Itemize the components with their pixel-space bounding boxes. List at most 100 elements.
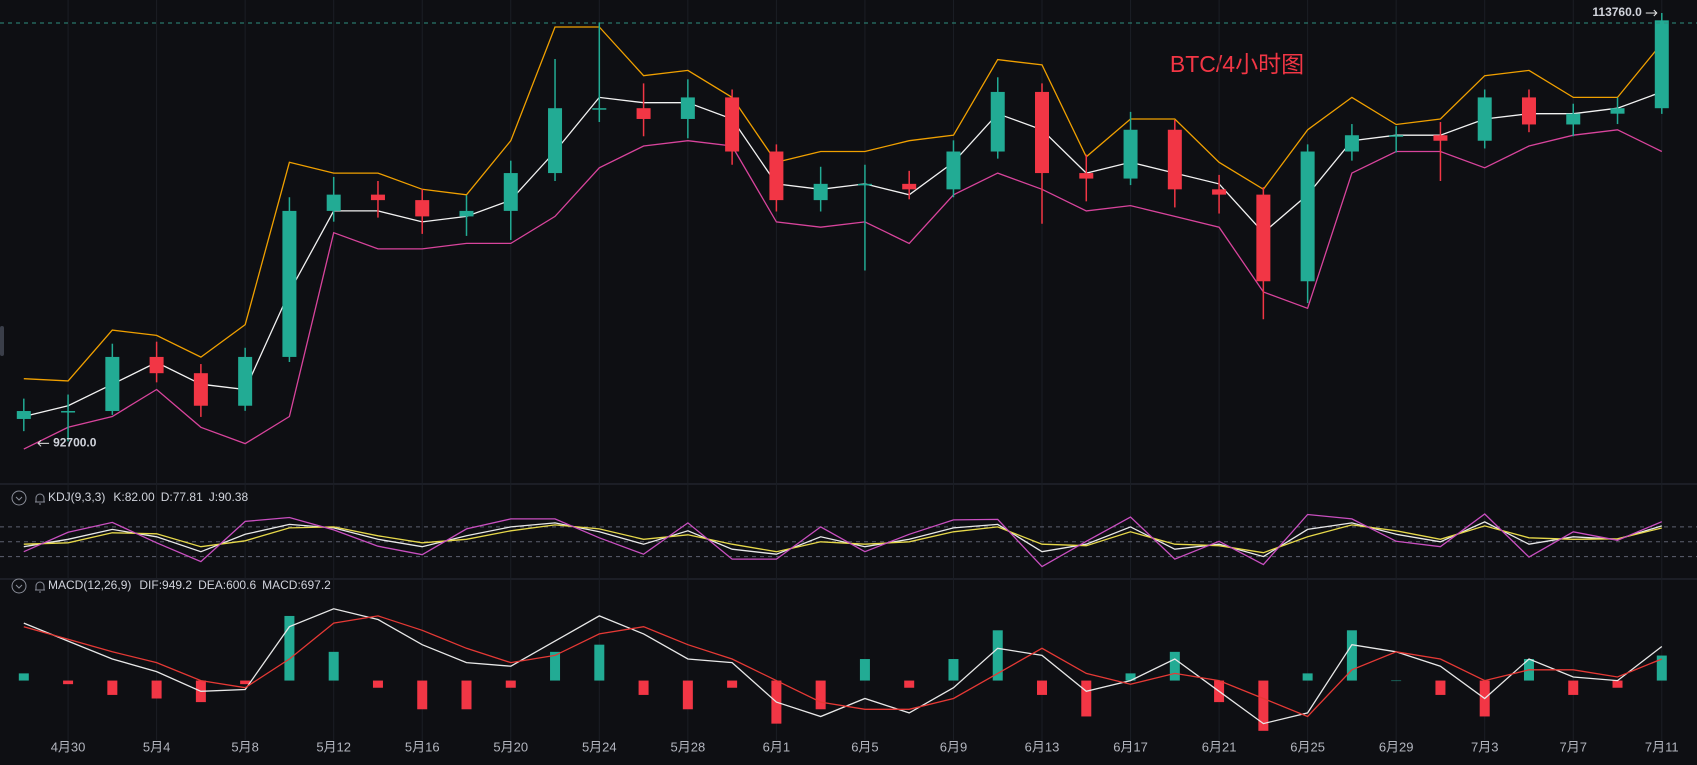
candle-body — [1079, 173, 1094, 179]
macd-bar — [904, 680, 915, 688]
macd-bar — [1391, 680, 1402, 682]
macd-bar — [1081, 680, 1092, 717]
macd-bar — [372, 680, 383, 688]
macd-bar — [859, 659, 870, 681]
candle-body — [1521, 97, 1536, 125]
macd-bar — [417, 680, 428, 710]
side-handle[interactable] — [0, 326, 4, 356]
indicator-line — [23, 26, 1663, 382]
macd-bar — [1037, 680, 1048, 695]
candle-body — [902, 183, 917, 190]
macd-bar — [240, 680, 251, 685]
macd-bar — [638, 680, 649, 695]
macd-bar — [461, 680, 472, 710]
candle-body — [16, 411, 31, 419]
candle-body — [193, 373, 208, 406]
legend-entry: DEA:600.6 — [198, 578, 256, 592]
macd-bar — [1568, 680, 1579, 695]
x-tick-label: 5月20 — [493, 739, 528, 754]
macd-bar — [1346, 630, 1357, 681]
x-tick-label: 6月9 — [940, 739, 967, 754]
candle-body — [282, 210, 297, 357]
macd-collapse-icon[interactable] — [11, 578, 27, 594]
macd-bar — [948, 659, 959, 681]
candle-body — [1256, 194, 1271, 282]
candle-body — [990, 91, 1005, 152]
candle-body — [1300, 151, 1315, 282]
macd-alert-icon[interactable] — [35, 581, 45, 593]
x-tick-label: 6月25 — [1290, 739, 1325, 754]
macd-bar — [992, 630, 1003, 681]
candle-body — [238, 356, 253, 406]
candle-body — [1035, 91, 1050, 174]
indicator-line — [23, 129, 1663, 450]
indicator-line — [23, 91, 1663, 418]
macd-bar — [505, 680, 516, 688]
x-tick-label: 6月17 — [1113, 739, 1148, 754]
kdj-collapse-icon[interactable] — [11, 490, 27, 506]
candle-body — [813, 183, 828, 201]
x-tick-label: 5月8 — [231, 739, 258, 754]
candle-body — [61, 411, 76, 413]
candle-body — [769, 151, 784, 201]
macd-bar — [328, 651, 339, 681]
macd-bar — [18, 673, 29, 681]
macd-bar — [1302, 673, 1313, 681]
legend-entry: MACD:697.2 — [262, 578, 331, 592]
candle-body — [592, 108, 607, 110]
macd-bar — [1435, 680, 1446, 695]
max-marker-arrowhead — [1653, 9, 1658, 17]
candle-body — [1123, 129, 1138, 179]
x-tick-label: 6月29 — [1379, 739, 1414, 754]
legend-entry: DIF:949.2 — [139, 578, 192, 592]
x-tick-label: 5月28 — [670, 739, 705, 754]
candle-body — [149, 356, 164, 374]
macd-bar — [151, 680, 162, 699]
indicator-line — [23, 608, 1663, 725]
macd-bar — [1169, 651, 1180, 681]
x-tick-label: 5月16 — [405, 739, 440, 754]
indicator-line — [23, 524, 1662, 554]
legend-entry: J:90.38 — [209, 490, 249, 504]
min-price-label: 92700.0 — [53, 435, 97, 449]
candle-body — [1167, 129, 1182, 190]
candle-body — [1477, 97, 1492, 141]
x-tick-label: 7月11 — [1645, 739, 1679, 754]
candle-body — [548, 108, 563, 174]
candle-body — [1389, 135, 1404, 137]
max-price-label: 113760.0 — [1592, 5, 1642, 19]
x-tick-label: 6月5 — [851, 739, 878, 754]
x-tick-label: 6月13 — [1025, 739, 1060, 754]
candle-body — [415, 200, 430, 217]
candle-body — [946, 151, 961, 190]
macd-bar — [815, 680, 826, 710]
candle-body — [725, 97, 740, 152]
x-tick-label: 7月7 — [1560, 739, 1587, 754]
kdj-alert-icon[interactable] — [35, 493, 45, 505]
candle-body — [857, 183, 872, 186]
macd-bar — [1656, 655, 1667, 681]
legend-entry: K:82.00 — [113, 490, 155, 504]
candle-body — [503, 173, 518, 211]
macd-bar — [107, 680, 118, 695]
x-tick-label: 5月4 — [143, 739, 170, 754]
macd-bar — [1125, 673, 1136, 681]
x-tick-label: 6月21 — [1202, 739, 1237, 754]
candle-body — [1654, 20, 1669, 109]
macd-bar — [1612, 680, 1623, 688]
indicator-title: MACD(12,26,9) — [48, 578, 131, 592]
legend-entry: D:77.81 — [161, 490, 203, 504]
indicator-line — [23, 513, 1663, 568]
candle-body — [1566, 113, 1581, 125]
x-tick-label: 5月12 — [316, 739, 351, 754]
indicator-line — [23, 521, 1662, 558]
x-tick-label: 6月1 — [763, 739, 790, 754]
indicator-line — [23, 615, 1663, 718]
indicator-title: KDJ(9,3,3) — [48, 490, 105, 504]
candle-body — [370, 194, 385, 201]
candle-body — [1344, 135, 1359, 152]
candle-body — [1212, 189, 1227, 195]
candle-body — [459, 210, 474, 217]
